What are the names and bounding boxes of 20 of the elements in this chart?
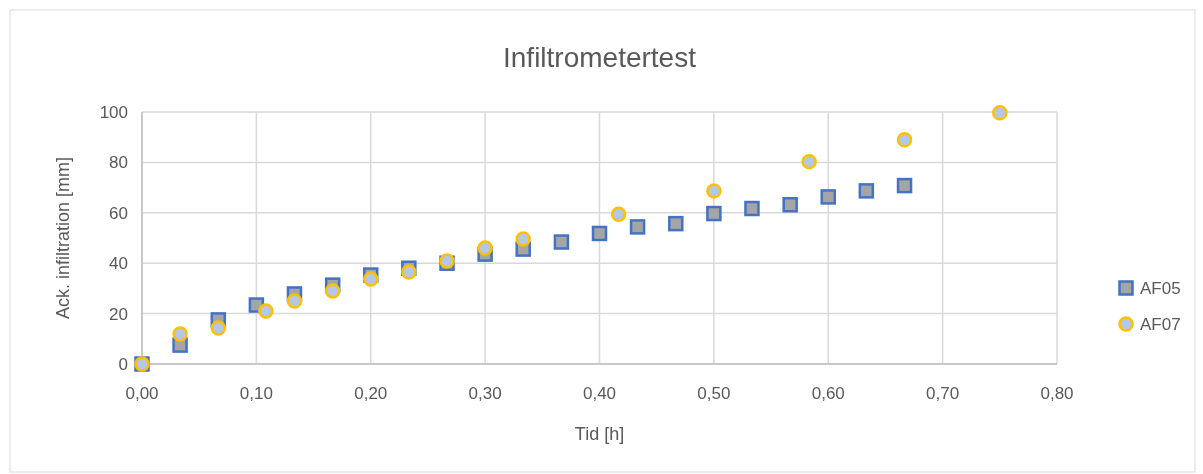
y-tick-label: 0 xyxy=(118,355,128,374)
x-axis-title: Tid [h] xyxy=(574,424,625,444)
x-tick-label: 0,60 xyxy=(811,384,845,403)
y-tick-label: 20 xyxy=(109,304,128,324)
legend-label: AF05 xyxy=(1140,279,1181,298)
x-tick-label: 0,10 xyxy=(239,384,273,403)
y-axis-title: Ack. infiltration [mm] xyxy=(53,156,73,320)
chart-title: Infiltrometertest xyxy=(503,42,697,73)
y-tick-label: 60 xyxy=(109,203,128,223)
x-tick-label: 0,30 xyxy=(468,384,502,403)
x-tick-label: 0,80 xyxy=(1040,384,1074,403)
x-tick-label: 0,40 xyxy=(582,384,617,403)
y-tick-label: 80 xyxy=(109,153,128,173)
y-tick-label: 40 xyxy=(109,254,128,274)
x-tick-label: 0,00 xyxy=(125,384,159,403)
x-tick-label: 0,20 xyxy=(354,384,388,403)
x-tick-label: 0,70 xyxy=(926,384,960,403)
x-tick-label: 0,50 xyxy=(697,384,731,403)
y-tick-label: 100 xyxy=(99,103,128,122)
legend-label: AF07 xyxy=(1140,315,1181,334)
